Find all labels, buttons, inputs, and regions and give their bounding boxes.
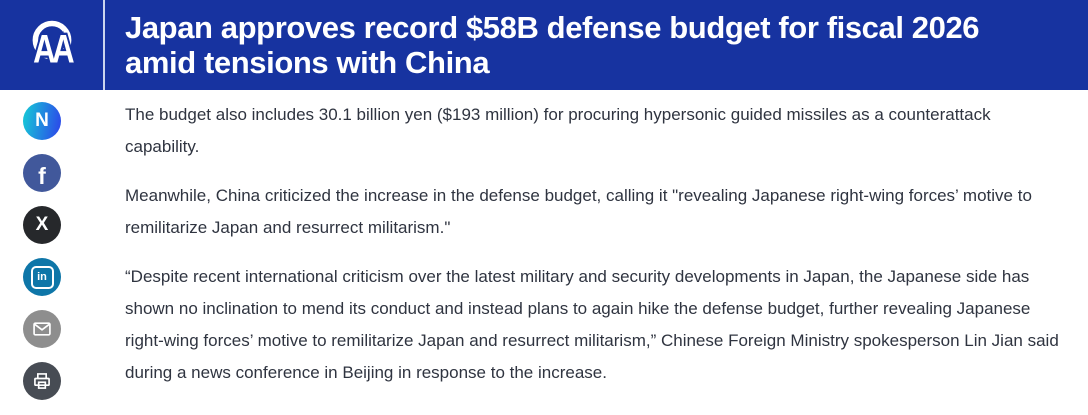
article-paragraph: Meanwhile, China criticized the increase… — [125, 186, 1032, 237]
share-rail: N f X in — [0, 90, 125, 406]
linkedin-icon: in — [30, 265, 54, 289]
share-email-button[interactable] — [23, 310, 61, 348]
email-icon — [33, 322, 51, 336]
share-x-button[interactable]: X — [23, 206, 61, 244]
article-paragraph: The budget also includes 30.1 billion ye… — [125, 105, 991, 156]
nsosyal-icon: N — [35, 110, 49, 131]
aa-logo[interactable]: AA — [0, 0, 105, 90]
share-linkedin-button[interactable]: in — [23, 258, 61, 296]
headline-container: Japan approves record $58B defense budge… — [105, 0, 1088, 90]
share-nsosyal-button[interactable]: N — [23, 102, 61, 140]
content-area: N f X in — [0, 90, 1088, 406]
share-facebook-button[interactable]: f — [23, 154, 61, 192]
aa-logo-icon: AA — [31, 20, 80, 73]
header-banner: AA Japan approves record $58B defense bu… — [0, 0, 1088, 90]
print-icon — [34, 373, 50, 389]
article-headline: Japan approves record $58B defense budge… — [125, 10, 980, 80]
x-icon: X — [35, 214, 49, 235]
article-paragraph: “Despite recent international criticism … — [125, 267, 1059, 382]
facebook-icon: f — [38, 163, 46, 189]
share-print-button[interactable] — [23, 362, 61, 400]
article-body: The budget also includes 30.1 billion ye… — [125, 90, 1085, 406]
svg-text:AA: AA — [33, 26, 74, 72]
